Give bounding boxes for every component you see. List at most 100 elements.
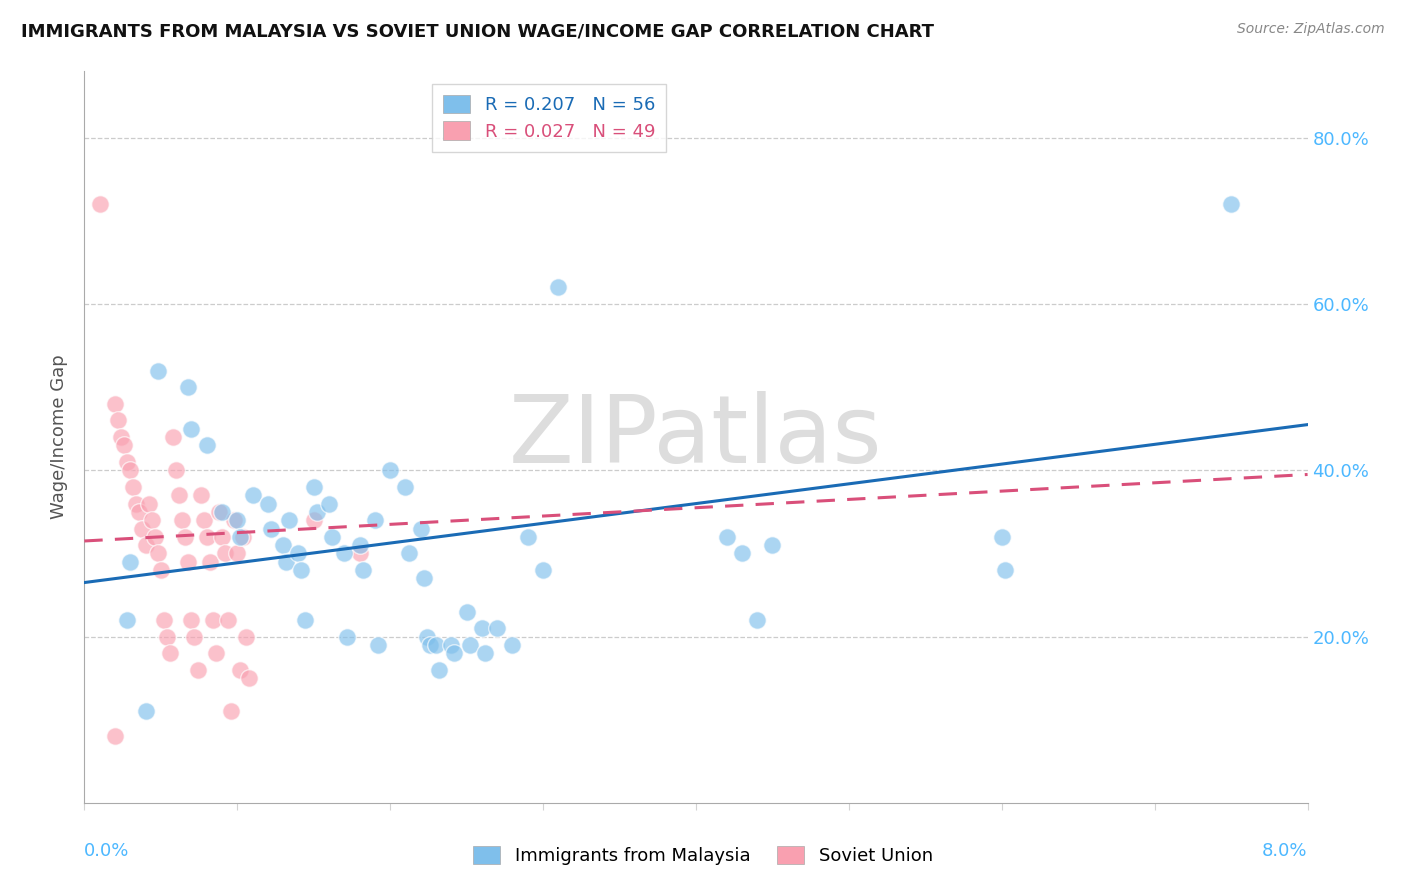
Point — [531, 563, 554, 577]
Point — [440, 638, 463, 652]
Point — [994, 563, 1017, 577]
Point — [991, 530, 1014, 544]
Point — [242, 488, 264, 502]
Y-axis label: Wage/Income Gap: Wage/Income Gap — [49, 355, 67, 519]
Point — [336, 630, 359, 644]
Point — [302, 513, 325, 527]
Point — [276, 555, 298, 569]
Point — [219, 705, 242, 719]
Point — [1220, 197, 1243, 211]
Point — [107, 413, 129, 427]
Point — [217, 613, 239, 627]
Point — [287, 546, 309, 560]
Point — [128, 505, 150, 519]
Point — [143, 530, 166, 544]
Point — [162, 430, 184, 444]
Point — [208, 505, 231, 519]
Point — [232, 530, 254, 544]
Point — [318, 497, 340, 511]
Point — [229, 663, 252, 677]
Point — [471, 621, 494, 635]
Point — [416, 630, 439, 644]
Point — [120, 463, 142, 477]
Point — [349, 538, 371, 552]
Point — [214, 546, 236, 560]
Text: Source: ZipAtlas.com: Source: ZipAtlas.com — [1237, 22, 1385, 37]
Point — [198, 555, 221, 569]
Point — [349, 546, 371, 560]
Point — [427, 663, 450, 677]
Point — [115, 613, 138, 627]
Point — [731, 546, 754, 560]
Point — [135, 705, 157, 719]
Legend: Immigrants from Malaysia, Soviet Union: Immigrants from Malaysia, Soviet Union — [465, 838, 941, 872]
Point — [352, 563, 374, 577]
Legend: R = 0.207   N = 56, R = 0.027   N = 49: R = 0.207 N = 56, R = 0.027 N = 49 — [432, 84, 666, 152]
Point — [153, 613, 176, 627]
Point — [398, 546, 420, 560]
Point — [110, 430, 132, 444]
Point — [177, 380, 200, 394]
Text: IMMIGRANTS FROM MALAYSIA VS SOVIET UNION WAGE/INCOME GAP CORRELATION CHART: IMMIGRANTS FROM MALAYSIA VS SOVIET UNION… — [21, 22, 934, 40]
Point — [211, 530, 233, 544]
Point — [120, 555, 142, 569]
Point — [229, 530, 252, 544]
Point — [115, 455, 138, 469]
Point — [367, 638, 389, 652]
Point — [174, 530, 197, 544]
Point — [180, 613, 202, 627]
Point — [547, 280, 569, 294]
Point — [146, 546, 169, 560]
Point — [486, 621, 509, 635]
Point — [122, 480, 145, 494]
Point — [149, 563, 172, 577]
Point — [125, 497, 148, 511]
Point — [321, 530, 343, 544]
Point — [201, 613, 224, 627]
Point — [167, 488, 190, 502]
Point — [458, 638, 481, 652]
Point — [235, 630, 257, 644]
Point — [443, 646, 465, 660]
Point — [195, 530, 218, 544]
Point — [516, 530, 538, 544]
Point — [502, 638, 524, 652]
Point — [260, 521, 283, 535]
Point — [419, 638, 441, 652]
Point — [135, 538, 157, 552]
Point — [159, 646, 181, 660]
Point — [761, 538, 783, 552]
Point — [190, 488, 212, 502]
Point — [112, 438, 135, 452]
Point — [409, 521, 432, 535]
Point — [183, 630, 205, 644]
Point — [425, 638, 447, 652]
Text: 0.0%: 0.0% — [84, 842, 129, 860]
Point — [238, 671, 260, 685]
Point — [394, 480, 416, 494]
Point — [302, 480, 325, 494]
Point — [257, 497, 280, 511]
Point — [271, 538, 294, 552]
Point — [333, 546, 356, 560]
Point — [177, 555, 200, 569]
Point — [165, 463, 187, 477]
Point — [146, 363, 169, 377]
Point — [474, 646, 496, 660]
Point — [226, 513, 249, 527]
Text: 8.0%: 8.0% — [1263, 842, 1308, 860]
Point — [131, 521, 153, 535]
Point — [380, 463, 402, 477]
Point — [180, 422, 202, 436]
Point — [716, 530, 738, 544]
Point — [89, 197, 111, 211]
Point — [305, 505, 328, 519]
Point — [193, 513, 215, 527]
Point — [138, 497, 160, 511]
Point — [205, 646, 228, 660]
Text: ZIPatlas: ZIPatlas — [509, 391, 883, 483]
Point — [290, 563, 312, 577]
Point — [104, 729, 127, 743]
Point — [172, 513, 194, 527]
Point — [195, 438, 218, 452]
